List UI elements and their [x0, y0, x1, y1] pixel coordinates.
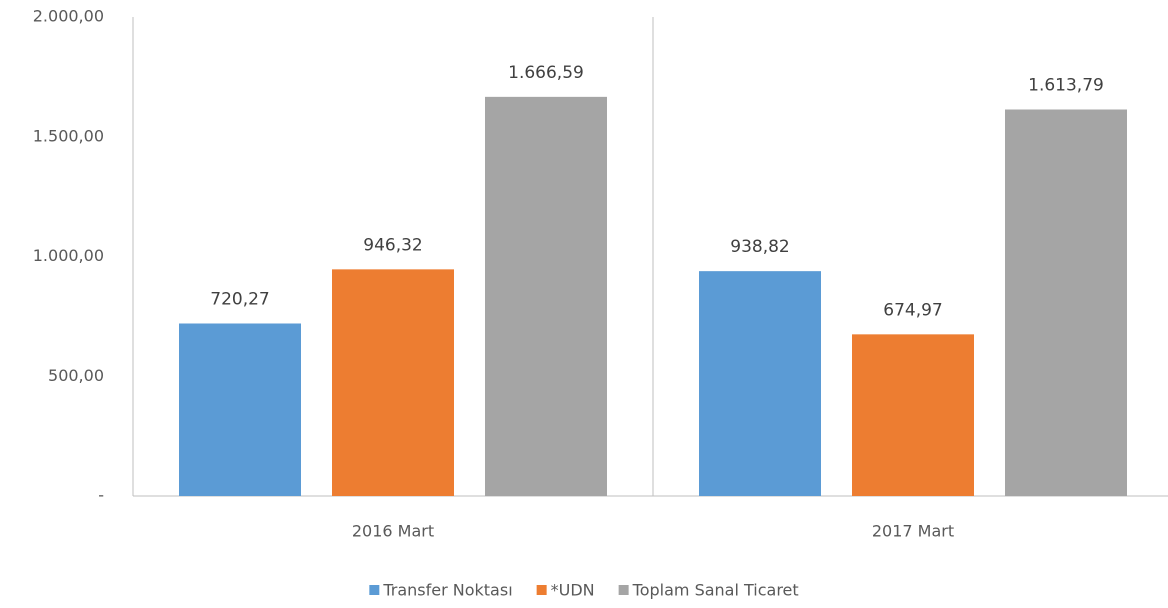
y-tick-label: 2.000,00 [33, 7, 104, 26]
legend-label: Toplam Sanal Ticaret [632, 581, 799, 600]
x-tick-label: 2017 Mart [872, 522, 954, 541]
bar [1005, 109, 1127, 497]
bar [699, 271, 821, 496]
value-label: 946,32 [363, 235, 422, 255]
legend-label: Transfer Noktası [382, 581, 512, 600]
x-tick-label: 2016 Mart [352, 522, 434, 541]
bar [332, 269, 454, 496]
legend-swatch [536, 585, 547, 595]
bar [852, 334, 974, 496]
value-label: 1.613,79 [1028, 75, 1104, 95]
y-tick-label: - [98, 486, 104, 505]
y-tick-label: 1.000,00 [33, 246, 104, 265]
y-tick-label: 1.500,00 [33, 126, 104, 145]
value-label: 674,97 [883, 300, 942, 320]
value-label: 938,82 [730, 237, 789, 257]
legend-swatch [618, 585, 629, 595]
bar [179, 323, 301, 496]
legend-label: *UDN [551, 581, 595, 600]
bar [485, 96, 607, 497]
value-label: 1.666,59 [508, 63, 584, 83]
y-tick-label: 500,00 [48, 366, 104, 385]
legend-swatch [369, 585, 380, 595]
value-label: 720,27 [210, 289, 269, 309]
